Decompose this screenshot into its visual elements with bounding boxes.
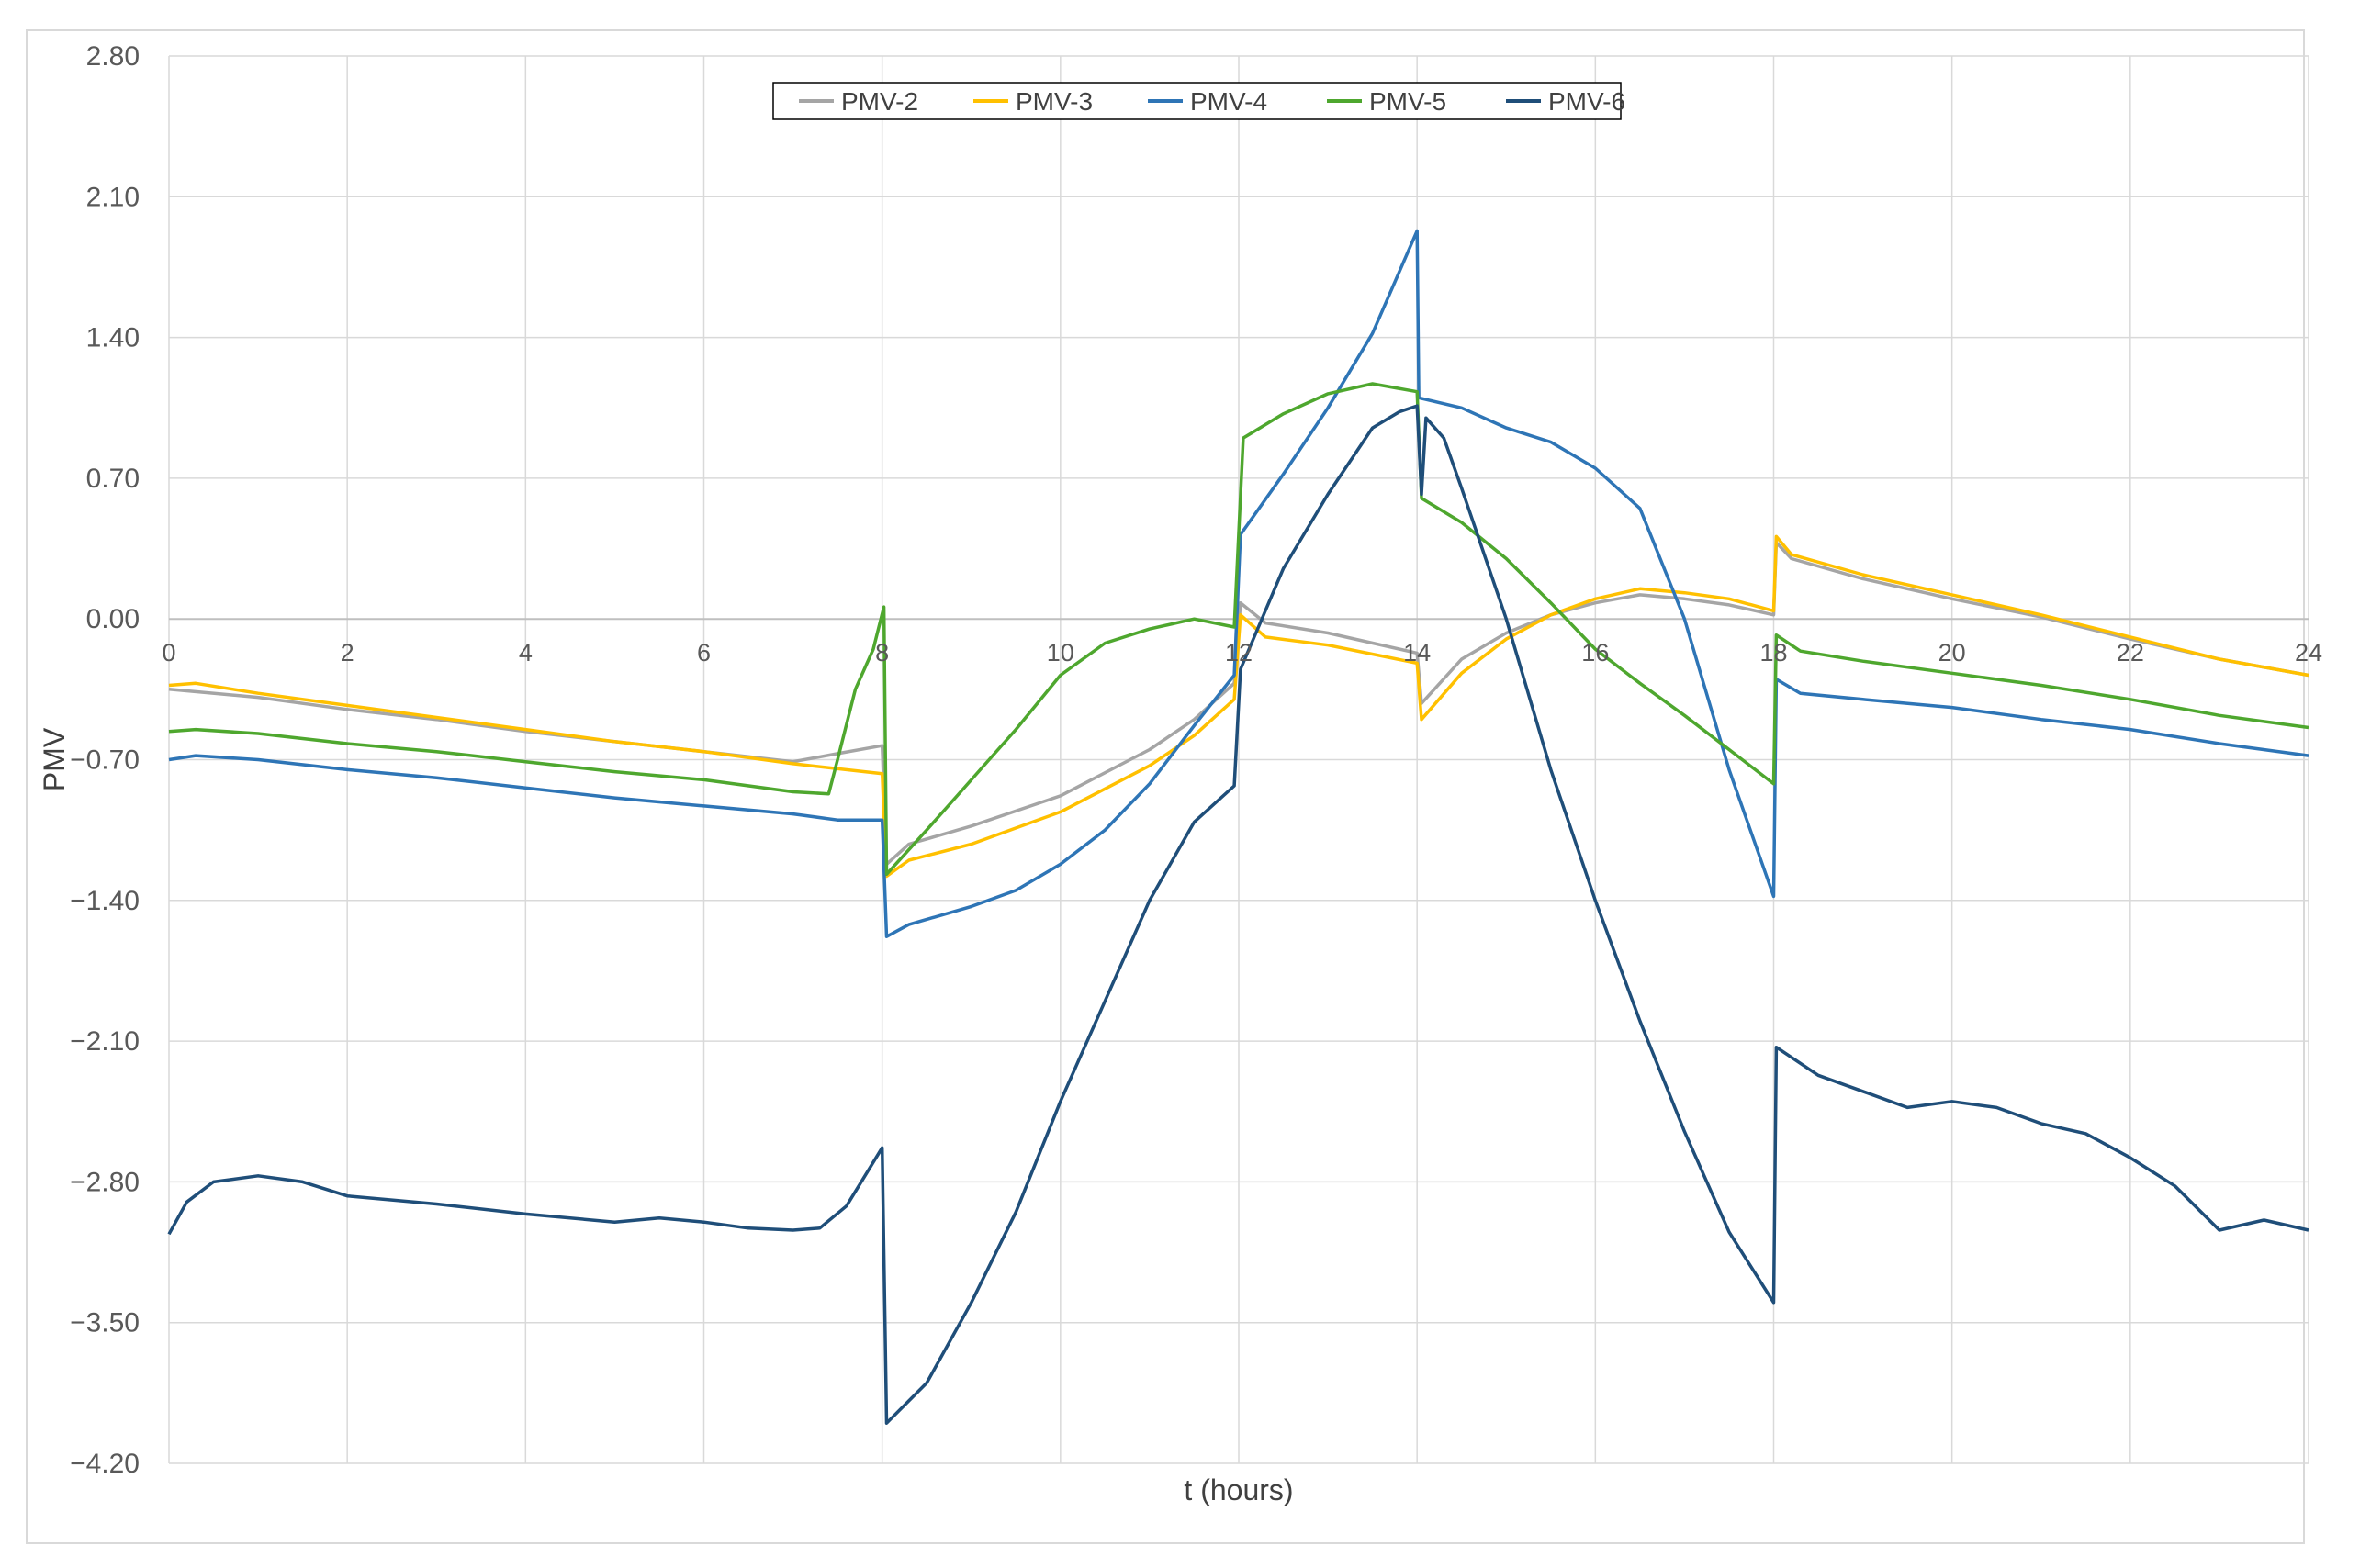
y-tick-label: −0.70 <box>70 745 140 776</box>
y-axis-title: PMV <box>38 727 71 791</box>
y-tick-label: 2.80 <box>86 41 140 72</box>
y-tick-label: −1.40 <box>70 886 140 916</box>
y-tick-label: −2.10 <box>70 1026 140 1057</box>
x-tick-label: 2 <box>341 639 354 666</box>
y-tick-label: 0.00 <box>86 604 140 634</box>
y-tick-label: −2.80 <box>70 1167 140 1197</box>
chart-area <box>26 29 2305 1544</box>
x-tick-label: 8 <box>875 639 889 666</box>
x-tick-label: 10 <box>1047 639 1074 666</box>
y-tick-label: 2.10 <box>86 182 140 212</box>
x-tick-label: 18 <box>1759 639 1787 666</box>
y-tick-label: −3.50 <box>70 1308 140 1338</box>
x-tick-label: 24 <box>2295 639 2322 666</box>
x-tick-label: 6 <box>697 639 711 666</box>
series-line-pmv-4 <box>168 229 2309 938</box>
x-tick-label: 22 <box>2117 639 2144 666</box>
series-line-pmv-3 <box>168 534 2309 879</box>
legend-label: PMV-4 <box>1190 87 1267 116</box>
y-tick-label: 0.70 <box>86 464 140 494</box>
y-tick-label: 1.40 <box>86 323 140 353</box>
grid-lines <box>168 55 2309 1464</box>
legend-label: PMV-3 <box>1016 87 1093 116</box>
series-line-pmv-5 <box>168 382 2309 877</box>
x-tick-label: 20 <box>1938 639 1966 666</box>
x-axis-title: t (hours) <box>1184 1473 1293 1506</box>
legend-label: PMV-6 <box>1548 87 1625 116</box>
series-line-pmv-6 <box>167 404 2309 1425</box>
y-tick-label: −4.20 <box>70 1449 140 1479</box>
legend: PMV-2 PMV-3 PMV-4 PMV-5 PMV-6 <box>772 82 1625 120</box>
x-tick-label: 14 <box>1403 639 1431 666</box>
x-tick-label: 4 <box>519 639 533 666</box>
legend-box <box>772 82 1622 120</box>
x-tick-label: 12 <box>1225 639 1253 666</box>
x-tick-label: 0 <box>162 639 175 666</box>
y-axis-ticks: 2.80 2.10 1.40 0.70 0.00 −0.70 −1.40 −2.10 −2.80… <box>70 41 140 1479</box>
legend-label: PMV-5 <box>1369 87 1446 116</box>
legend-label: PMV-2 <box>841 87 918 116</box>
x-tick-label: 16 <box>1581 639 1609 666</box>
series-lines <box>167 229 2309 1425</box>
x-axis-ticks: 0 2 4 6 8 10 12 14 16 18 20 22 24 <box>162 639 2322 666</box>
